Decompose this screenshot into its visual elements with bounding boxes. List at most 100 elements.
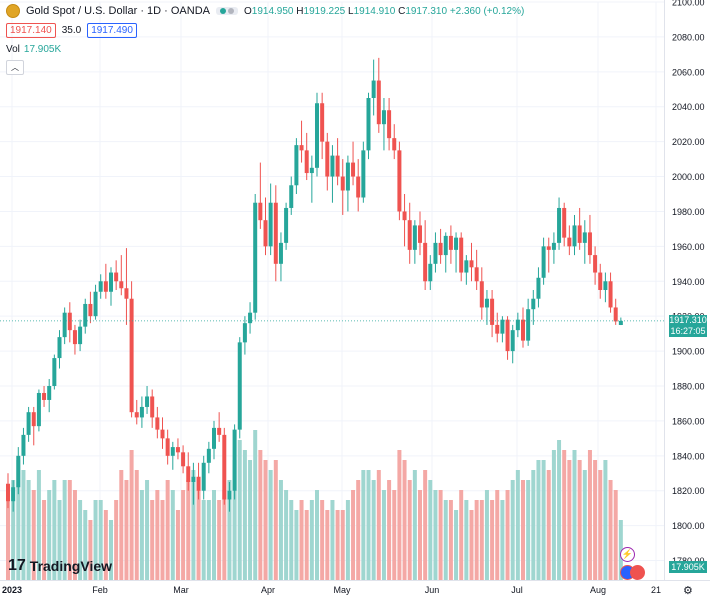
candle-body	[103, 281, 108, 292]
last-price-value: 1917.310	[669, 314, 707, 325]
candle-body	[36, 392, 41, 427]
volume-bar	[119, 470, 124, 580]
candle-body	[335, 155, 340, 177]
volume-bar	[397, 450, 402, 580]
volume-bar	[526, 480, 531, 580]
candle-body	[541, 246, 546, 278]
candle-body	[21, 434, 26, 456]
symbol-title[interactable]: Gold Spot / U.S. Dollar · 1D · OANDA	[26, 5, 210, 17]
volume-bar	[124, 480, 129, 580]
candle-body	[52, 358, 57, 386]
volume-bar	[325, 510, 330, 580]
volume-bar	[47, 490, 52, 580]
volume-bar	[531, 470, 536, 580]
candle-body	[160, 429, 165, 439]
volume-bar	[469, 510, 474, 580]
collapse-legend-button[interactable]: ︿	[6, 60, 24, 75]
volume-bar	[83, 510, 88, 580]
market-status-badge[interactable]	[216, 7, 238, 15]
volume-bar	[443, 500, 448, 580]
price-tick-label: 2020.00	[672, 137, 705, 147]
candle-body	[150, 396, 155, 418]
candle-body	[227, 490, 232, 500]
candle-body	[309, 167, 314, 174]
volume-bar	[145, 480, 150, 580]
candle-body	[222, 434, 227, 500]
volume-bar	[551, 450, 556, 580]
candle-body	[351, 162, 356, 177]
volume-bar	[98, 500, 103, 580]
volume-bar	[407, 480, 412, 580]
candle-body	[345, 162, 350, 191]
buy-button[interactable]: 1917.490	[87, 23, 137, 38]
volume-legend[interactable]: Vol 17.905K	[6, 44, 61, 55]
time-tick-label: 2023	[2, 585, 22, 595]
candle-body	[484, 298, 489, 308]
volume-bar	[582, 470, 587, 580]
candle-body	[263, 220, 268, 247]
volume-tag: 17.905K	[669, 561, 707, 573]
candle-body	[98, 281, 103, 292]
volume-bar	[536, 460, 541, 580]
candle-body	[139, 406, 144, 418]
time-tick-label: Feb	[92, 585, 108, 595]
volume-bar	[165, 480, 170, 580]
volume-bar	[479, 500, 484, 580]
price-axis[interactable]: 1780.001800.001820.001840.001860.001880.…	[672, 0, 705, 566]
change-value: +2.360 (+0.12%)	[449, 5, 525, 17]
price-tick-label: 2080.00	[672, 32, 705, 42]
candle-body	[237, 342, 242, 430]
candle-body	[191, 476, 196, 482]
volume-bar	[474, 500, 479, 580]
volume-bar	[330, 500, 335, 580]
gear-icon[interactable]: ⚙	[683, 585, 693, 597]
volume-bar	[57, 500, 62, 580]
price-tick-label: 1840.00	[672, 451, 705, 461]
candle-body	[62, 312, 67, 338]
volume-bar	[21, 470, 26, 580]
market-open-dot-icon	[220, 8, 226, 14]
lightning-icon[interactable]: ⚡	[620, 547, 635, 562]
candle-body	[206, 448, 211, 463]
volume-bar	[11, 480, 16, 580]
candle-body	[495, 324, 500, 334]
candle-body	[78, 326, 83, 345]
chevron-up-icon: ︿	[11, 63, 19, 72]
volume-bar	[500, 500, 505, 580]
candle-body	[562, 207, 567, 238]
time-axis[interactable]: 2023 Feb Mar Apr May Jun Jul Aug 21	[2, 585, 661, 595]
candle-body	[47, 386, 52, 400]
volume-bar	[181, 490, 186, 580]
candle-body	[299, 145, 304, 151]
price-tick-label: 1800.00	[672, 521, 705, 531]
volume-bar	[335, 510, 340, 580]
volume-bar	[109, 520, 113, 580]
candle-body	[572, 225, 577, 247]
candle-body	[454, 237, 459, 250]
tradingview-logo[interactable]: 17 TradingView	[8, 557, 112, 575]
volume-bar	[567, 460, 572, 580]
volume-bar	[72, 490, 77, 580]
candles	[6, 57, 623, 512]
candle-body	[278, 242, 283, 264]
candle-body	[443, 235, 448, 256]
tradingview-mark-icon: 17	[8, 557, 26, 574]
volume-bar	[227, 480, 232, 580]
us-flag-icon[interactable]	[630, 565, 645, 580]
candle-body	[196, 476, 201, 491]
sell-button[interactable]: 1917.140	[6, 23, 56, 38]
gold-icon	[6, 4, 20, 18]
candle-body	[119, 281, 124, 289]
candle-body	[253, 202, 258, 313]
volume-bar	[433, 490, 438, 580]
volume-bar	[315, 490, 319, 580]
legend-header: Gold Spot / U.S. Dollar · 1D · OANDA O19…	[6, 4, 524, 18]
candle-body	[304, 150, 309, 174]
volume-bar	[26, 480, 31, 580]
price-tick-label: 1940.00	[672, 277, 705, 287]
candle-body	[88, 303, 93, 317]
volume-bar	[52, 480, 57, 580]
volume-bar	[402, 460, 407, 580]
volume-bar	[278, 480, 283, 580]
